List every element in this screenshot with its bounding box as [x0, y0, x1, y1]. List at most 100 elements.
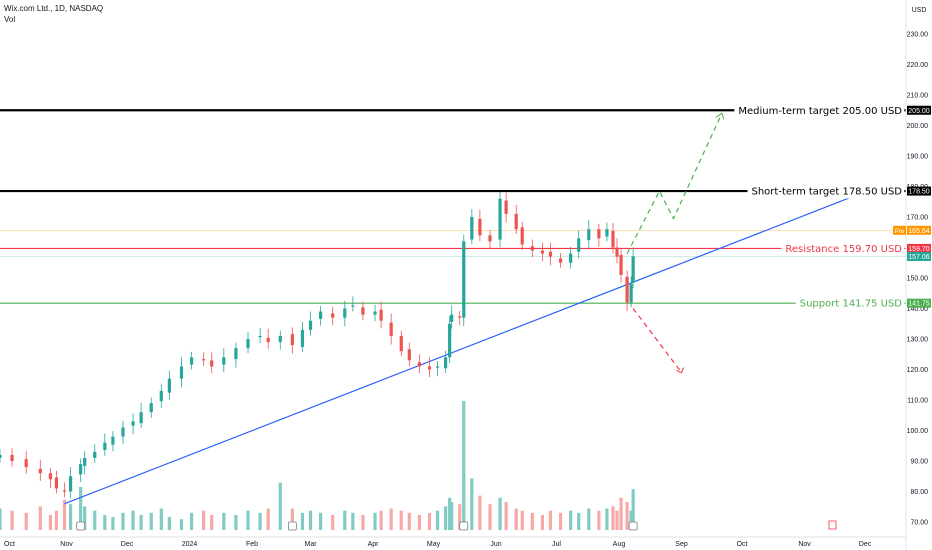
- candle-body: [331, 313, 335, 318]
- volume-bar: [189, 512, 194, 530]
- price-tick-label: 190.00: [907, 154, 929, 161]
- time-tick-label: Sep: [675, 541, 688, 548]
- volume-bar: [234, 514, 238, 530]
- volume-bar: [548, 510, 553, 530]
- candle-body: [234, 348, 238, 360]
- volume-bar: [488, 504, 492, 530]
- time-tick-label: Oct: [4, 541, 15, 548]
- volume-bar: [93, 510, 97, 530]
- candle-body: [399, 335, 403, 352]
- candle-body: [149, 403, 153, 413]
- last-price-tag: [907, 251, 931, 261]
- short-target-label-bg: [747, 185, 905, 199]
- candle-body: [558, 258, 563, 263]
- prev-close-prefix-text: Pre: [895, 229, 905, 235]
- candle-body: [54, 477, 59, 489]
- time-tick-label: Aug: [613, 541, 626, 548]
- earnings-marker-icon: [287, 521, 297, 531]
- time-tick-label: Jun: [490, 541, 501, 548]
- volume-bar: [520, 510, 524, 530]
- volume-bar: [179, 519, 184, 530]
- volume-bar: [0, 508, 2, 530]
- volume-bar: [103, 514, 107, 530]
- volume-bar: [373, 512, 377, 530]
- volume-bar: [498, 497, 502, 530]
- prev-close-prefix-tag: [893, 225, 906, 235]
- candle-body: [79, 464, 83, 475]
- volume-bar: [83, 506, 87, 530]
- volume-bar: [450, 502, 454, 530]
- resistance-price-tag: [907, 243, 931, 253]
- medium-target-label-bg: [734, 104, 905, 118]
- candle-body: [605, 229, 609, 237]
- bearish-projection-path: [632, 308, 682, 373]
- volume-bars: [0, 401, 635, 530]
- candle-body: [631, 256, 635, 283]
- candle-body: [343, 308, 347, 318]
- price-axis: USD 70.00 80.00 90.00 100.00 110.00 120.00 130.…: [893, 0, 931, 550]
- candle-body: [625, 276, 629, 303]
- volume-bar: [611, 506, 615, 530]
- volume-bar: [258, 512, 262, 530]
- volume-bar: [407, 512, 411, 530]
- resistance-price-tag-text: 159.70: [908, 246, 930, 253]
- volume-bar: [351, 512, 355, 530]
- volume-bar: [331, 514, 335, 530]
- volume-bar: [38, 506, 42, 530]
- volume-bar: [462, 401, 466, 530]
- medium-target-price-tag: [907, 105, 931, 115]
- trend-line-group: [64, 192, 864, 505]
- candle-body: [266, 337, 270, 343]
- volume-bar: [343, 510, 347, 530]
- bullish-projection-path: [626, 113, 723, 254]
- candle-body: [629, 284, 633, 303]
- candle-body: [435, 366, 440, 368]
- candle-body: [83, 457, 87, 466]
- candle-body: [10, 454, 14, 461]
- volume-bar: [131, 510, 135, 530]
- candle-body: [167, 378, 171, 393]
- volume-bar: [631, 489, 635, 530]
- volume-bar: [379, 510, 383, 530]
- time-tick-label: Nov: [60, 541, 73, 548]
- volume-bar: [121, 512, 125, 530]
- volume-bar: [615, 510, 619, 530]
- price-tick-label: 230.00: [907, 32, 929, 39]
- support-label: Support 141.75 USD: [800, 299, 903, 310]
- short-target-price-tag: [907, 186, 931, 196]
- volume-bar: [24, 512, 28, 530]
- earnings-marker-icon: [628, 521, 638, 531]
- candle-body: [540, 250, 545, 254]
- volume-bar: [448, 497, 452, 530]
- candle-body: [587, 229, 591, 241]
- candle-body: [569, 253, 573, 263]
- time-tick-label: Feb: [246, 541, 258, 548]
- upcoming-event-icon: [828, 520, 837, 530]
- time-tick-label: 2024: [182, 541, 198, 548]
- resistance-label: Resistance 159.70 USD: [785, 244, 902, 255]
- symbol-title: Wix.com Ltd., 1D, NASDAQ: [4, 4, 104, 13]
- price-tick-label: 150.00: [907, 276, 929, 283]
- candle-body: [458, 316, 462, 318]
- candle-body: [448, 323, 452, 358]
- candle-body: [361, 307, 365, 315]
- volume-bar: [577, 512, 581, 530]
- earnings-marker-icon: [459, 521, 469, 531]
- volume-bar: [427, 512, 432, 530]
- volume-bar: [68, 504, 73, 530]
- candle-body: [68, 476, 73, 492]
- candle-body: [290, 334, 294, 346]
- time-tick-label: Dec: [859, 541, 872, 548]
- volume-bar: [167, 517, 171, 530]
- volume-bar: [361, 514, 365, 530]
- candle-body: [470, 217, 474, 240]
- candle-body: [222, 357, 226, 365]
- bullish-arrowhead: [715, 112, 725, 120]
- candle-body: [24, 459, 28, 468]
- volume-bar: [159, 508, 163, 530]
- price-tick-label: 220.00: [907, 62, 929, 69]
- volume-bar: [504, 502, 508, 530]
- price-tick-label: 130.00: [907, 337, 929, 344]
- candle-body: [38, 468, 42, 474]
